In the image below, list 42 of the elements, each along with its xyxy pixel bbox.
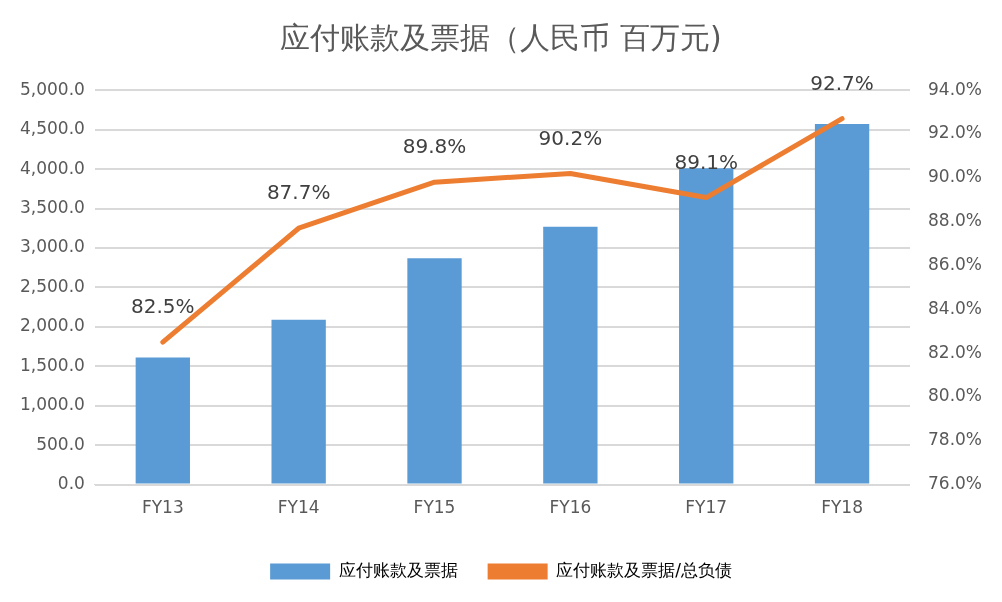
chart-title: 应付账款及票据（人民币 百万元) (279, 19, 723, 57)
y-tick-label: 4,000.0 (20, 157, 85, 178)
x-tick-label: FY16 (549, 497, 592, 518)
y2-tick-label: 88.0% (928, 210, 983, 231)
y-tick-label: 1,500.0 (20, 354, 85, 375)
x-tick-label: FY14 (277, 497, 320, 518)
y2-tick-label: 76.0% (928, 473, 983, 494)
y-tick-label: 2,500.0 (20, 275, 85, 296)
data-label: 82.5% (131, 294, 195, 319)
y2-tick-label: 80.0% (928, 385, 983, 406)
data-label: 90.2% (538, 125, 603, 150)
y2-tick-label: 78.0% (928, 429, 983, 450)
y-tick-label: 2,000.0 (20, 315, 85, 336)
data-label: 92.7% (810, 70, 874, 95)
data-label: 87.7% (266, 180, 331, 205)
y-tick-label: 500.0 (36, 433, 85, 454)
y-tick-label: 1,000.0 (20, 394, 85, 415)
y-tick-label: 3,500.0 (20, 196, 85, 217)
y2-tick-label: 86.0% (928, 253, 983, 274)
x-tick-label: FY15 (413, 497, 456, 518)
bar (814, 124, 870, 484)
bar (135, 357, 190, 484)
y2-tick-label: 92.0% (928, 122, 983, 143)
bar (543, 226, 598, 484)
y-tick-label: 5,000.0 (20, 78, 85, 99)
bar (679, 168, 734, 484)
y2-tick-label: 84.0% (928, 297, 983, 318)
legend-label: 应付账款及票据 (338, 559, 458, 580)
x-tick-label: FY18 (821, 497, 863, 518)
y-tick-label: 4,500.0 (20, 118, 85, 139)
data-label: 89.8% (402, 134, 467, 159)
y2-tick-label: 90.0% (928, 166, 983, 187)
x-tick-label: FY13 (141, 497, 184, 518)
y2-tick-label: 94.0% (928, 78, 983, 99)
y-tick-label: 3,000.0 (20, 236, 85, 257)
legend-label: 应付账款及票据/总负债 (556, 559, 732, 580)
y2-tick-label: 82.0% (928, 341, 983, 362)
data-label: 89.1% (674, 149, 738, 174)
x-tick-label: FY17 (685, 497, 728, 518)
bar (407, 258, 462, 484)
bar (271, 319, 326, 484)
y-tick-label: 0.0 (57, 473, 85, 494)
